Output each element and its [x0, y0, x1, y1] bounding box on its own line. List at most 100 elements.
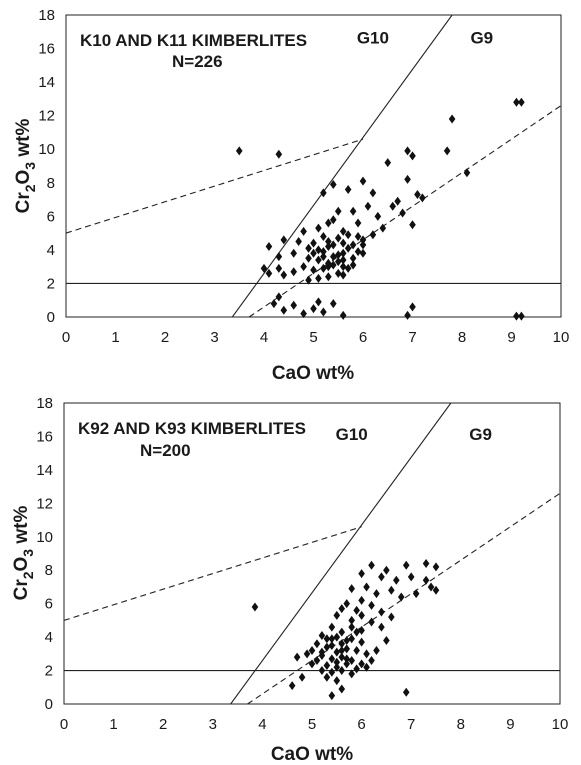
data-point	[320, 247, 327, 257]
data-point	[404, 174, 411, 184]
data-point	[422, 559, 430, 569]
data-point	[363, 649, 370, 659]
data-point	[369, 188, 377, 198]
data-point	[339, 226, 347, 236]
data-point	[315, 223, 322, 233]
data-point	[300, 226, 307, 236]
y-axis-label: Cr2O3 wt%	[13, 119, 38, 214]
data-point	[323, 634, 331, 644]
y-tick-label: 8	[47, 175, 55, 192]
data-point	[349, 240, 357, 250]
data-point	[343, 654, 351, 664]
y-tick-labels: 0 2 4 6 8 10 12 14 16 18	[38, 7, 55, 326]
data-point	[310, 304, 317, 314]
region-label-g10: G10	[336, 425, 368, 444]
data-point	[518, 97, 525, 107]
data-point	[280, 270, 288, 280]
data-point	[513, 97, 520, 107]
data-point	[353, 645, 360, 655]
data-point	[348, 615, 355, 625]
data-point	[353, 627, 360, 637]
data-point	[330, 252, 337, 262]
data-point	[379, 223, 387, 233]
data-point	[338, 684, 346, 694]
data-point	[378, 607, 385, 617]
data-point	[320, 252, 327, 262]
data-point	[290, 300, 297, 310]
x-tick-label: 4	[260, 329, 268, 346]
data-point	[354, 247, 362, 257]
y-tick-label: 2	[45, 663, 53, 680]
y-tick-label: 2	[47, 275, 55, 292]
y-tick-label: 10	[38, 141, 55, 158]
data-point	[359, 240, 367, 250]
data-point	[328, 640, 336, 650]
x-tick-label: 9	[506, 716, 514, 733]
data-point	[338, 666, 346, 676]
data-point	[333, 647, 341, 657]
data-point	[330, 215, 337, 225]
x-tick-label: 8	[457, 716, 465, 733]
data-point	[320, 263, 327, 273]
data-point	[338, 645, 346, 655]
data-point	[330, 240, 337, 250]
data-point	[303, 649, 311, 659]
data-point	[448, 114, 456, 124]
data-point	[315, 297, 322, 307]
chart-title: K10 AND K11 KIMBERLITES	[80, 31, 307, 50]
data-point	[359, 248, 367, 258]
y-tick-label: 8	[45, 562, 53, 579]
data-point	[334, 233, 342, 243]
data-point	[320, 307, 327, 317]
region-label-g10: G10	[357, 29, 389, 48]
x-tick-label: 7	[407, 716, 415, 733]
data-point	[348, 669, 355, 679]
data-point	[334, 257, 342, 267]
data-point	[349, 206, 357, 216]
data-point	[363, 662, 370, 672]
data-point	[358, 595, 365, 605]
y-tick-label: 14	[36, 462, 53, 479]
data-point	[328, 654, 336, 664]
x-tick-label: 7	[408, 329, 416, 346]
y-tick-label: 16	[38, 41, 55, 58]
data-points	[251, 559, 440, 701]
data-point	[298, 672, 306, 682]
data-point	[427, 582, 435, 592]
data-point	[399, 208, 406, 218]
data-point	[280, 235, 288, 245]
data-point	[308, 659, 316, 669]
data-point	[334, 268, 342, 278]
data-point	[313, 639, 321, 649]
x-tick-label: 8	[458, 329, 466, 346]
sample-count: N=226	[172, 52, 223, 71]
data-point	[412, 589, 420, 599]
data-point	[338, 604, 346, 614]
data-point	[275, 149, 283, 159]
reference-lines	[64, 403, 560, 704]
y-tick-label: 16	[36, 428, 53, 445]
data-point	[374, 211, 382, 221]
data-point	[313, 656, 321, 666]
data-point	[383, 565, 390, 575]
data-point	[338, 627, 346, 637]
data-point	[402, 687, 410, 697]
data-point	[300, 309, 307, 319]
region-label-g9: G9	[470, 29, 493, 48]
data-point	[348, 622, 355, 632]
y-tick-label: 4	[45, 629, 53, 646]
data-point	[419, 193, 426, 203]
data-point	[409, 220, 416, 230]
data-point	[358, 610, 365, 620]
data-point	[348, 656, 355, 666]
data-point	[325, 262, 332, 272]
plot-frame	[63, 402, 561, 705]
data-point	[330, 260, 337, 270]
data-point	[463, 168, 471, 178]
y-tick-label: 12	[38, 108, 55, 125]
data-point	[363, 582, 370, 592]
data-point	[308, 645, 316, 655]
data-point	[348, 584, 355, 594]
data-point	[344, 184, 352, 194]
x-tick-label: 2	[159, 716, 167, 733]
